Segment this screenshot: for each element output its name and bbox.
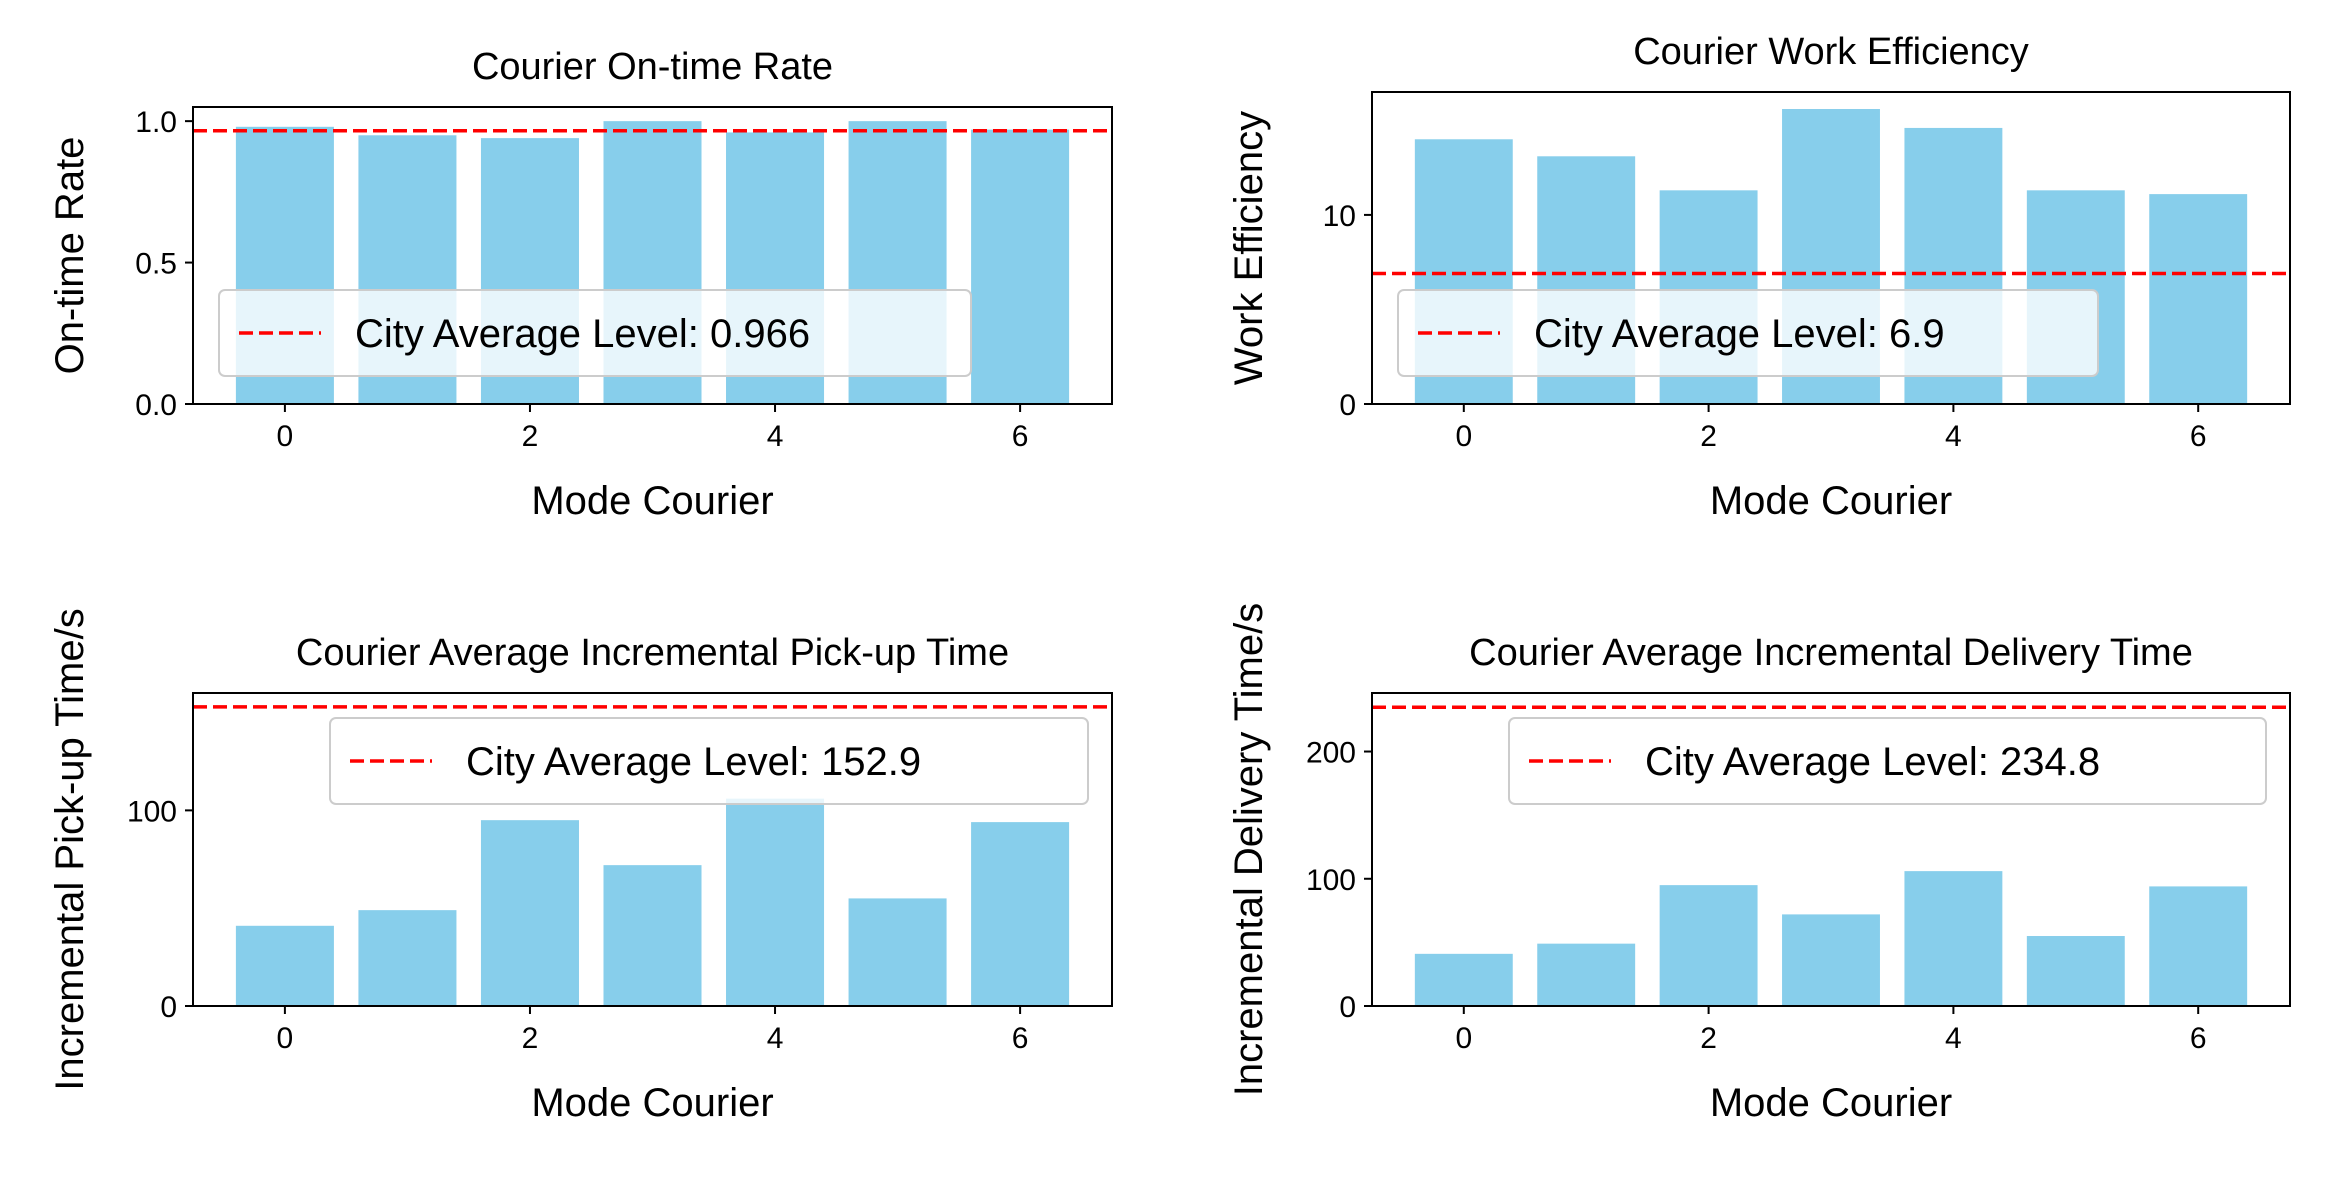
x-tick-label: 0 [1455,1022,1472,1055]
y-tick-label: 0 [160,991,177,1024]
x-tick-label: 2 [1700,420,1717,453]
panel-delivery-time: 0 2 4 6 0 100 200 Courier Average Incremental D… [1227,603,2291,1125]
legend-label: City Average Level: 152.9 [466,740,921,784]
bar [1904,871,2003,1006]
x-tick-label: 4 [1945,420,1962,453]
legend-box [218,289,972,377]
legend-label: City Average Level: 234.8 [1645,740,2100,784]
x-tick-label: 2 [522,1022,539,1055]
panel-work-efficiency: 0 2 4 6 0 10 Courier Work Efficiency Mode Couri… [1227,31,2291,523]
x-tick-label: 2 [1700,1022,1717,1055]
axes-frame [1371,692,2291,1007]
chart-title: Courier On-time Rate [472,46,833,88]
bar [2026,936,2125,1006]
axes-frame [1371,91,2291,405]
bar [726,798,825,1006]
x-axis-label: Mode Courier [1710,479,1952,523]
x-axis-label: Mode Courier [1710,1081,1952,1125]
bar [2149,886,2248,1006]
x-tick-label: 4 [1945,1022,1962,1055]
x-axis-label: Mode Courier [531,1081,773,1125]
bar [971,822,1070,1006]
bar [603,865,702,1006]
bar [235,925,334,1006]
panel-on-time-rate: 0 2 4 6 0.0 0.5 1.0 Courier On-time Rate Mode Co… [48,46,1113,523]
bar [358,910,457,1006]
y-tick-label: 10 [1323,200,1356,233]
y-tick-label: 1.0 [135,106,177,139]
bar [1782,914,1880,1006]
chart-title: Courier Average Incremental Delivery Tim… [1469,632,2193,674]
bar [1659,885,1758,1006]
x-tick-label: 6 [2190,420,2207,453]
y-axis-label: On-time Rate [48,137,92,375]
x-tick-label: 4 [767,420,784,453]
x-axis-label: Mode Courier [531,479,773,523]
x-tick-label: 0 [1455,420,1472,453]
chart-title: Courier Average Incremental Pick-up Time [296,632,1009,674]
bar [2149,194,2248,404]
x-tick-label: 4 [767,1022,784,1055]
legend-label: City Average Level: 6.9 [1534,312,1945,356]
y-axis-label: Incremental Delivery Time/s [1227,603,1271,1096]
bar [848,898,947,1006]
legend-box [329,717,1089,805]
legend-label: City Average Level: 0.966 [355,312,810,356]
y-axis-label: Work Efficiency [1227,111,1271,385]
x-tick-label: 0 [277,420,294,453]
y-tick-label: 0 [1339,389,1356,422]
y-tick-label: 0.5 [135,248,177,281]
bar [480,820,579,1006]
x-tick-label: 0 [277,1022,294,1055]
chart-title: Courier Work Efficiency [1633,31,2029,73]
y-axis-label: Incremental Pick-up Time/s [48,608,92,1090]
x-tick-label: 6 [1012,1022,1029,1055]
y-tick-label: 200 [1306,737,1356,770]
y-tick-label: 100 [1306,864,1356,897]
axes-frame [192,106,1113,405]
y-tick-label: 100 [127,795,177,828]
bar [1537,943,1636,1006]
x-tick-label: 6 [2190,1022,2207,1055]
y-tick-label: 0.0 [135,389,177,422]
axes-frame [192,692,1113,1007]
bar [971,129,1070,404]
x-tick-label: 2 [522,420,539,453]
panel-pickup-time: 0 2 4 6 0 100 Courier Average Incremental Pick… [48,608,1113,1125]
bar [1414,953,1513,1006]
legend-box [1397,289,2099,377]
y-tick-label: 0 [1339,991,1356,1024]
x-tick-label: 6 [1012,420,1029,453]
legend-box [1508,717,2267,805]
